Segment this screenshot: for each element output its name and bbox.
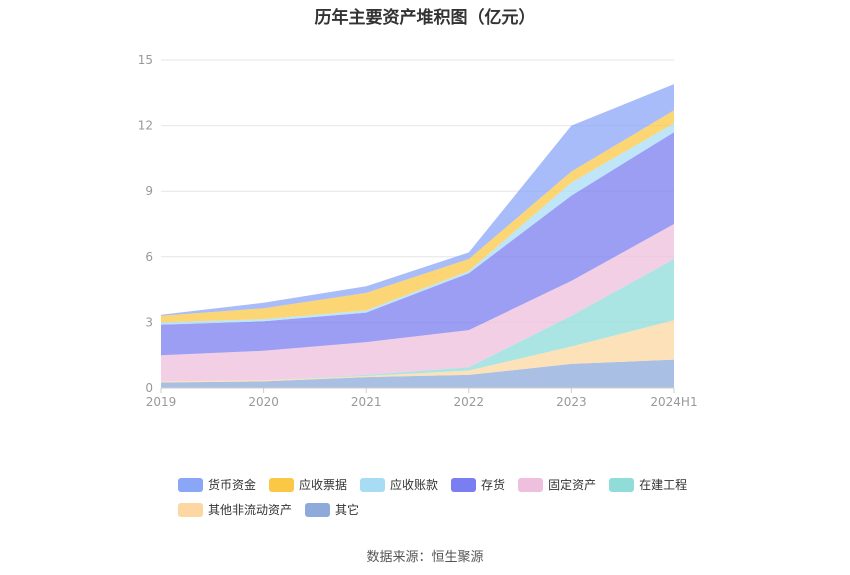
area-series-layer	[161, 84, 674, 388]
legend-item[interactable]: 在建工程	[609, 476, 687, 493]
legend-swatch	[360, 477, 386, 492]
area-series-5	[161, 132, 674, 356]
legend-swatch	[178, 502, 203, 517]
area-series-4	[161, 224, 674, 382]
area-series-7	[161, 110, 674, 323]
x-tick-label: 2024H1	[650, 395, 697, 409]
legend-item[interactable]: 应收票据	[269, 476, 347, 493]
x-tick-label: 2023	[556, 395, 587, 409]
x-tick-label: 2022	[454, 395, 485, 409]
x-tick-label: 2021	[351, 395, 382, 409]
area-series-8	[161, 84, 674, 316]
legend-item[interactable]: 存货	[451, 476, 505, 493]
data-source-note: 数据来源：恒生聚源	[366, 550, 484, 565]
legend-label: 固定资产	[548, 478, 597, 492]
legend-swatch	[178, 477, 203, 492]
x-tick-label: 2019	[146, 395, 177, 409]
legend-swatch	[609, 477, 635, 492]
legend-item[interactable]: 固定资产	[518, 476, 596, 493]
legend-label: 货币资金	[208, 478, 257, 492]
legend-item[interactable]: 其他非流动资产	[178, 501, 292, 518]
legend-row: 其他非流动资产 其它	[178, 497, 738, 522]
area-series-3	[161, 259, 674, 382]
x-tick-label: 2020	[248, 395, 279, 409]
y-tick-label: 6	[145, 250, 153, 264]
chart-title: 历年主要资产堆积图（亿元）	[314, 8, 536, 28]
legend-swatch	[305, 502, 331, 517]
y-tick-label: 0	[145, 381, 153, 395]
legend-label: 存货	[481, 478, 506, 492]
y-tick-label: 12	[138, 119, 153, 133]
y-tick-label: 9	[145, 184, 153, 198]
legend: 货币资金 应收票据 应收账款 存货 固定资产 在建工程 其他非流动资产 其它	[178, 472, 738, 522]
legend-label: 其他非流动资产	[208, 503, 293, 517]
legend-item[interactable]: 其它	[305, 501, 359, 518]
legend-label: 应收票据	[299, 478, 348, 492]
legend-row: 货币资金 应收票据 应收账款 存货 固定资产 在建工程	[178, 472, 738, 497]
y-tick-label: 15	[138, 53, 153, 67]
area-series-2	[161, 320, 674, 383]
legend-label: 应收账款	[390, 478, 439, 492]
legend-label: 在建工程	[639, 478, 688, 492]
legend-label: 其它	[335, 503, 360, 517]
legend-swatch	[518, 477, 544, 492]
legend-item[interactable]: 货币资金	[178, 476, 256, 493]
legend-item[interactable]: 应收账款	[360, 476, 438, 493]
legend-swatch	[451, 477, 477, 492]
area-series-1	[161, 359, 674, 388]
y-tick-label: 3	[145, 315, 153, 329]
legend-swatch	[269, 477, 295, 492]
axes: 0 3 6 9 12 15 2019 2020 2021 2022 2023 2024H1	[138, 53, 698, 409]
